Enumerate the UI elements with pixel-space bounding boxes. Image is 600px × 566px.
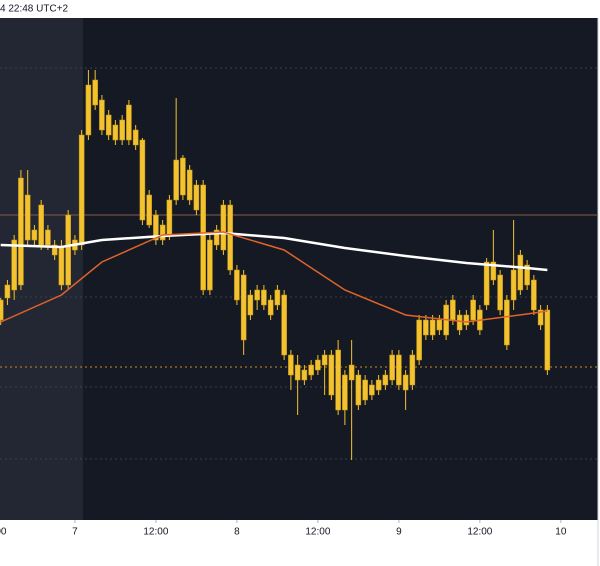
candle-body (213, 229, 220, 246)
candle-body (261, 289, 267, 306)
candle-body (139, 139, 146, 221)
candle-body (396, 354, 402, 386)
candle-body (126, 104, 132, 141)
candle-body (497, 274, 503, 311)
candle-body (483, 261, 490, 306)
candle-body (200, 184, 206, 291)
x-tick-label: 10 (555, 527, 567, 538)
candle-body (308, 364, 314, 376)
candle-body (31, 229, 38, 241)
candle-body (11, 239, 17, 291)
candle-body (450, 299, 456, 321)
candle-body (85, 84, 92, 136)
candle-body (362, 379, 368, 401)
candle-body (180, 157, 186, 196)
x-tick-label: 7 (72, 527, 78, 538)
candle-body (510, 269, 517, 301)
candle-body (274, 289, 281, 306)
candle-body (382, 374, 389, 386)
candle-body (517, 254, 524, 291)
candle-body (335, 349, 341, 411)
candle-body (51, 244, 58, 256)
candle-body (389, 354, 395, 381)
candle-body (328, 354, 335, 396)
candle-body (240, 274, 247, 341)
candle-body (456, 314, 463, 331)
candle-body (355, 374, 362, 406)
candle-body (504, 299, 510, 346)
candle-body (132, 129, 139, 146)
moving-average-line (0, 231, 548, 323)
candle-body (369, 384, 375, 396)
candle-body (463, 314, 470, 326)
x-axis: 12:00 7 12:00 8 12:00 9 12:00 10 (0, 520, 567, 538)
candle-body (281, 294, 287, 356)
candle-body (342, 374, 348, 411)
candle-body (402, 374, 409, 391)
x-tick-label: 9 (396, 527, 402, 538)
candle-body (436, 319, 443, 331)
candle-body (375, 379, 382, 391)
candle-body (531, 279, 537, 311)
candle-body (220, 204, 227, 251)
x-tick-label: 12:00 (0, 527, 7, 538)
candle-body (0, 299, 4, 321)
candle-body (4, 284, 11, 299)
candle-body (254, 289, 260, 301)
candle-body (92, 79, 98, 106)
candle-body (470, 299, 476, 321)
candle-body (105, 114, 112, 136)
candle-body (416, 319, 422, 361)
candle-body (315, 359, 321, 371)
candle-body (429, 319, 436, 336)
candle-body (112, 124, 119, 141)
chart-title: 4 22:48 UTC+2 (0, 4, 69, 15)
x-tick-label: 8 (234, 527, 240, 538)
candle-body (409, 354, 416, 386)
x-tick-label: 12:00 (305, 527, 330, 538)
candle-body (247, 294, 254, 316)
candle-body (159, 224, 166, 241)
candle-body (267, 299, 274, 316)
candle-body (227, 204, 233, 271)
candle-body (78, 134, 85, 246)
candle-body (18, 177, 24, 286)
candle-body (294, 364, 301, 381)
candle-body (153, 214, 159, 241)
candle-body (99, 99, 105, 131)
plot (0, 67, 598, 460)
x-tick-label: 12:00 (143, 527, 168, 538)
candle-body (321, 354, 328, 366)
candle-body (524, 264, 530, 286)
candle-body (348, 364, 355, 381)
candle-body (58, 247, 65, 286)
candle-body (537, 309, 544, 326)
candle-body (423, 319, 429, 336)
moving-average-line (0, 231, 548, 272)
candle-body (166, 199, 173, 236)
candle-body (288, 354, 294, 376)
x-tick-label: 12:00 (467, 527, 492, 538)
candle-body (234, 269, 240, 301)
candle-body (173, 159, 179, 201)
candle-body (119, 119, 125, 141)
candle-body (38, 204, 44, 246)
candle-body (301, 369, 308, 381)
candle-body (490, 261, 497, 281)
candle-body (186, 169, 193, 201)
candle-body (65, 214, 71, 286)
candle-body (24, 194, 31, 241)
candle-body (207, 239, 213, 291)
candle-body (193, 184, 200, 211)
candle-body (544, 309, 551, 371)
candle-body (146, 194, 152, 226)
candle-body (45, 229, 51, 246)
